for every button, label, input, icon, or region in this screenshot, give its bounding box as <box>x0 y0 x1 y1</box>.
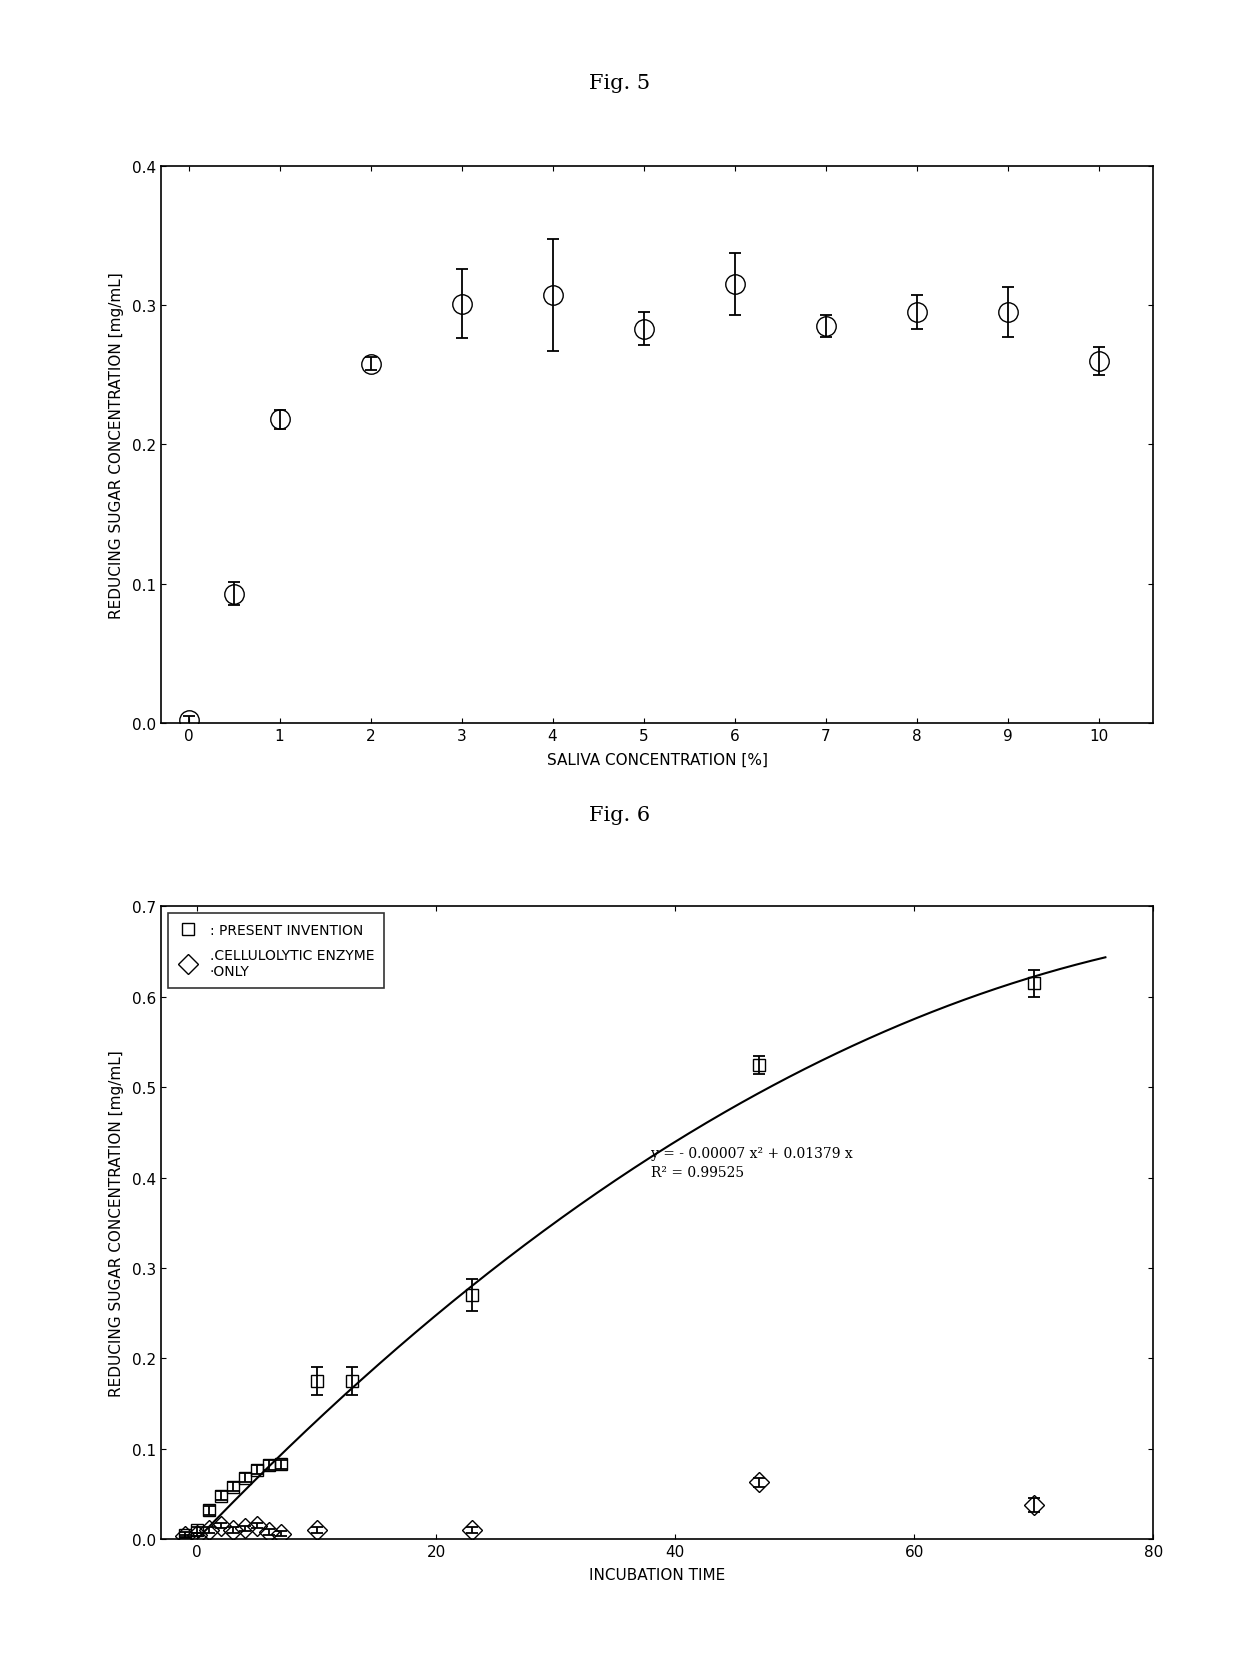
Y-axis label: REDUCING SUGAR CONCENTRATION [mg/mL]: REDUCING SUGAR CONCENTRATION [mg/mL] <box>109 271 124 619</box>
Y-axis label: REDUCING SUGAR CONCENTRATION [mg/mL]: REDUCING SUGAR CONCENTRATION [mg/mL] <box>109 1050 124 1396</box>
Text: Fig. 6: Fig. 6 <box>589 805 651 825</box>
X-axis label: INCUBATION TIME: INCUBATION TIME <box>589 1567 725 1582</box>
Text: Fig. 5: Fig. 5 <box>589 73 651 93</box>
X-axis label: SALIVA CONCENTRATION [%]: SALIVA CONCENTRATION [%] <box>547 752 768 767</box>
Legend: : PRESENT INVENTION, .CELLULOLYTIC ENZYME
·ONLY: : PRESENT INVENTION, .CELLULOLYTIC ENZYM… <box>169 914 384 988</box>
Text: y = - 0.00007 x² + 0.01379 x
R² = 0.99525: y = - 0.00007 x² + 0.01379 x R² = 0.9952… <box>651 1146 853 1180</box>
